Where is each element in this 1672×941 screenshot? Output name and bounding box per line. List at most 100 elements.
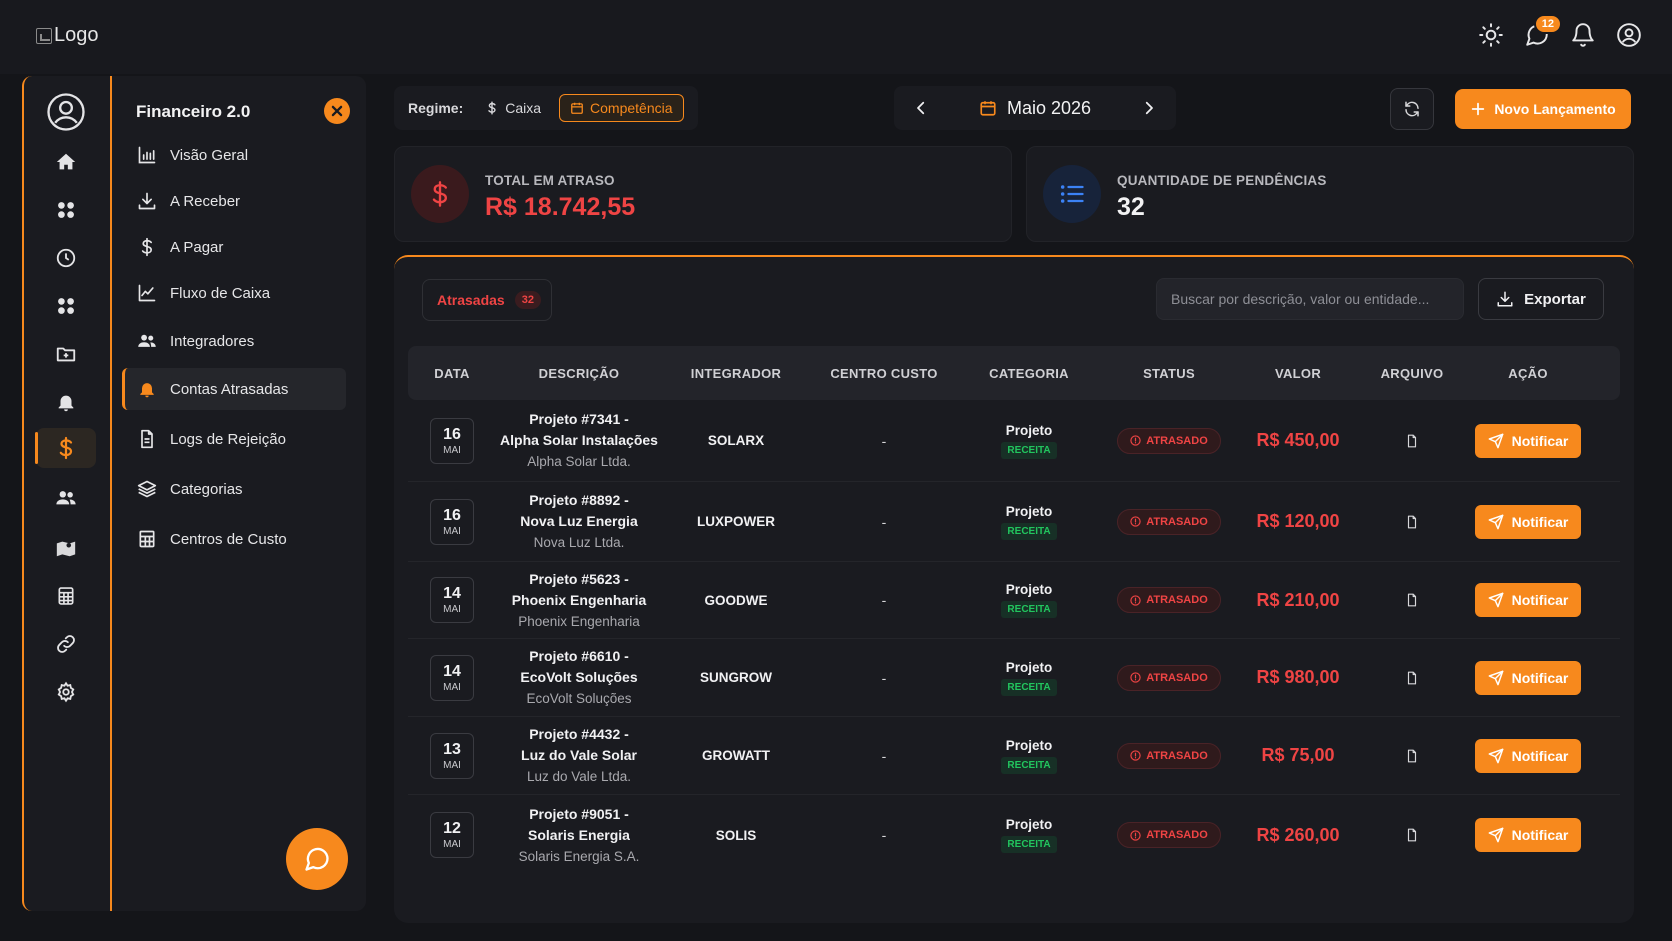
col-header-acao[interactable]: AÇÃO bbox=[1508, 365, 1548, 381]
menu-item-label: Logs de Rejeição bbox=[170, 430, 286, 448]
logo-alt-text: Logo bbox=[54, 24, 99, 46]
tab-label: Atrasadas bbox=[437, 292, 505, 308]
finance-submenu-panel: Financeiro 2.0 Visão Geral A Receber A P… bbox=[112, 76, 366, 911]
date-day: 12 bbox=[443, 820, 461, 837]
alert-circle-icon bbox=[1130, 750, 1141, 761]
file-icon[interactable] bbox=[1405, 828, 1419, 842]
sun-icon[interactable] bbox=[1478, 22, 1504, 48]
menu-item-fluxo-de-caixa[interactable]: Fluxo de Caixa bbox=[122, 272, 346, 314]
col-header-data[interactable]: DATA bbox=[434, 365, 470, 381]
home-icon[interactable] bbox=[36, 142, 96, 182]
date-box: 16 MAI bbox=[430, 417, 474, 464]
menu-item-contas-atrasadas[interactable]: Contas Atrasadas bbox=[122, 368, 346, 410]
notify-button[interactable]: Notificar bbox=[1475, 423, 1581, 458]
notify-button[interactable]: Notificar bbox=[1475, 583, 1581, 617]
menu-item-integradores[interactable]: Integradores bbox=[122, 320, 346, 362]
link-icon[interactable] bbox=[36, 624, 96, 664]
close-panel-button[interactable] bbox=[324, 98, 350, 124]
date-box: 14 MAI bbox=[430, 654, 474, 701]
col-header-descricao[interactable]: DESCRIÇÃO bbox=[538, 365, 620, 381]
category-tag: RECEITA bbox=[1001, 441, 1057, 459]
col-header-integrador[interactable]: INTEGRADOR bbox=[690, 365, 782, 381]
tab-atrasadas[interactable]: Atrasadas 32 bbox=[422, 279, 552, 321]
notify-button[interactable]: Notificar bbox=[1475, 738, 1581, 773]
category-tag: RECEITA bbox=[1001, 678, 1057, 696]
rail-profile-icon[interactable] bbox=[36, 90, 96, 134]
alert-circle-icon bbox=[1130, 829, 1141, 841]
plus-icon bbox=[1470, 101, 1486, 117]
new-entry-button[interactable]: Novo Lançamento bbox=[1455, 89, 1631, 129]
col-header-valor[interactable]: VALOR bbox=[1274, 365, 1322, 381]
description-title-line1: Projeto #9051 - bbox=[529, 805, 629, 822]
clock-icon[interactable] bbox=[36, 238, 96, 278]
message-icon[interactable]: 12 bbox=[1524, 14, 1562, 48]
category-name: Projeto bbox=[1005, 582, 1053, 597]
description-entity: Nova Luz Ltda. bbox=[533, 535, 625, 550]
regime-option-caixa[interactable]: Caixa bbox=[485, 100, 541, 116]
export-button[interactable]: Exportar bbox=[1478, 278, 1604, 320]
menu-item-a-receber[interactable]: A Receber bbox=[122, 180, 346, 222]
category-name: Projeto bbox=[1005, 659, 1053, 675]
notify-button[interactable]: Notificar bbox=[1475, 818, 1581, 852]
table-row: 14 MAI Projeto #6610 - EcoVolt Soluções … bbox=[408, 639, 1620, 717]
value: R$ 210,00 bbox=[1256, 589, 1340, 610]
file-icon[interactable] bbox=[1405, 671, 1419, 685]
rail-bell-icon[interactable] bbox=[36, 382, 96, 422]
menu-item-label: A Receber bbox=[170, 192, 241, 210]
menu-item-a-pagar[interactable]: A Pagar bbox=[122, 226, 346, 268]
send-icon bbox=[1488, 592, 1503, 608]
refresh-button[interactable] bbox=[1390, 88, 1434, 130]
menu-item-categorias[interactable]: Categorias bbox=[122, 468, 346, 510]
notify-button[interactable]: Notificar bbox=[1475, 504, 1581, 539]
date-month: MAI bbox=[443, 681, 461, 693]
category: Projeto RECEITA bbox=[1001, 738, 1057, 774]
menu-item-label: Centros de Custo bbox=[170, 530, 287, 548]
status-badge: ATRASADO bbox=[1117, 822, 1221, 848]
previous-month-button[interactable] bbox=[912, 99, 930, 117]
settings-icon[interactable] bbox=[36, 672, 96, 712]
grid-icon[interactable] bbox=[36, 190, 96, 230]
regime-option-competencia[interactable]: Competência bbox=[559, 94, 684, 122]
table-header: DATA DESCRIÇÃO INTEGRADOR CENTRO CUSTO C… bbox=[408, 346, 1620, 400]
status-label: ATRASADO bbox=[1146, 434, 1208, 447]
menu-item-logs-de-rejeicao[interactable]: Logs de Rejeição bbox=[122, 418, 346, 460]
file-icon[interactable] bbox=[1405, 434, 1419, 448]
user-circle-icon[interactable] bbox=[1616, 22, 1642, 48]
file-icon[interactable] bbox=[1405, 593, 1419, 607]
dollar-icon bbox=[485, 101, 499, 115]
building-icon bbox=[136, 528, 158, 550]
logo[interactable]: Logo bbox=[36, 24, 99, 47]
folder-plus-icon[interactable] bbox=[36, 334, 96, 374]
overdue-table-card: Atrasadas 32 Exportar DATA DESCRIÇÃO INT… bbox=[394, 255, 1634, 923]
menu-item-visao-geral[interactable]: Visão Geral bbox=[122, 134, 346, 176]
calculator-icon[interactable] bbox=[36, 576, 96, 616]
description: Projeto #8892 - Nova Luz Energia Nova Lu… bbox=[520, 490, 637, 553]
map-icon[interactable] bbox=[36, 528, 96, 568]
col-header-centro-custo[interactable]: CENTRO CUSTO bbox=[830, 365, 938, 381]
file-icon[interactable] bbox=[1405, 515, 1419, 529]
menu-item-centros-de-custo[interactable]: Centros de Custo bbox=[122, 518, 346, 560]
category: Projeto RECEITA bbox=[1001, 504, 1057, 540]
alert-circle-icon bbox=[1130, 435, 1141, 446]
col-header-status[interactable]: STATUS bbox=[1143, 365, 1195, 381]
team-icon[interactable] bbox=[36, 478, 96, 518]
col-header-categoria[interactable]: CATEGORIA bbox=[989, 365, 1069, 381]
apps-icon[interactable] bbox=[36, 286, 96, 326]
description-title-line2: Nova Luz Energia bbox=[520, 513, 638, 529]
period-display[interactable]: Maio 2026 bbox=[979, 98, 1091, 119]
search-input[interactable] bbox=[1156, 278, 1464, 320]
file-icon[interactable] bbox=[1405, 749, 1419, 763]
period-label: Maio 2026 bbox=[1006, 97, 1092, 118]
bell-icon[interactable] bbox=[1570, 22, 1596, 48]
cost-center: - bbox=[881, 432, 887, 449]
notify-button[interactable]: Notificar bbox=[1475, 660, 1581, 695]
description-entity: EcoVolt Soluções bbox=[526, 691, 632, 706]
next-month-button[interactable] bbox=[1140, 99, 1158, 117]
chat-fab-button[interactable] bbox=[286, 828, 348, 890]
col-header-arquivo[interactable]: ARQUIVO bbox=[1380, 365, 1444, 381]
rail-finance-dollar-icon[interactable] bbox=[35, 428, 96, 468]
list-icon bbox=[1043, 165, 1101, 223]
kpi-pending-count: QUANTIDADE DE PENDÊNCIAS 32 bbox=[1026, 146, 1634, 242]
send-icon bbox=[1488, 748, 1503, 763]
description-title-line1: Projeto #7341 - bbox=[529, 411, 629, 427]
